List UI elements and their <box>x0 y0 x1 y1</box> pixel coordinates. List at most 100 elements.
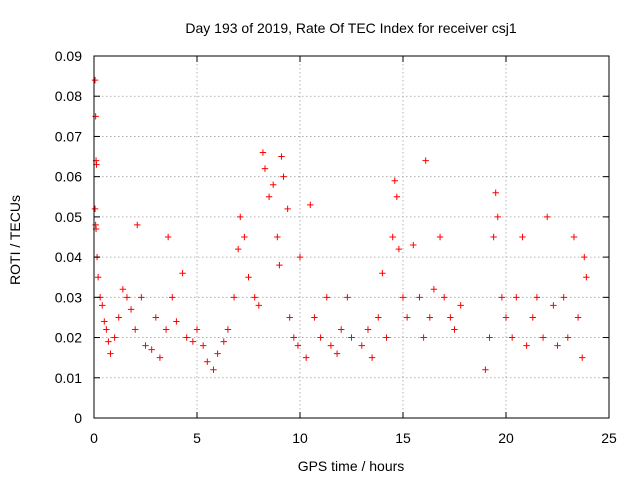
data-point <box>103 326 110 333</box>
data-point <box>430 286 438 293</box>
axis-ticks <box>93 55 610 419</box>
data-point <box>533 294 541 301</box>
data-point <box>420 334 427 341</box>
data-point <box>581 253 588 261</box>
data-points <box>91 76 590 373</box>
data-point <box>276 261 283 269</box>
data-point <box>189 338 197 345</box>
data-point <box>169 294 176 301</box>
data-point <box>323 294 330 301</box>
data-point <box>265 193 273 200</box>
data-point <box>294 342 302 349</box>
y-tick-label: 0.03 <box>55 289 82 305</box>
data-point <box>296 253 304 261</box>
y-tick-labels: 0 0.01 0.02 0.03 0.04 0.05 0.06 0.07 0.08 0.09 <box>55 48 82 426</box>
data-point <box>210 366 217 373</box>
data-point <box>348 334 355 341</box>
data-point <box>179 270 186 277</box>
data-point <box>502 314 510 321</box>
y-tick-label: 0.02 <box>55 330 82 346</box>
data-point <box>379 270 386 277</box>
data-point <box>127 306 135 313</box>
data-point <box>403 314 411 321</box>
data-point <box>410 241 417 249</box>
data-point <box>441 294 448 301</box>
data-point <box>111 334 118 341</box>
data-point <box>119 286 127 293</box>
data-point <box>327 342 335 349</box>
data-point <box>156 354 164 361</box>
data-point <box>426 314 433 321</box>
data-point <box>123 294 131 301</box>
data-point <box>364 326 372 333</box>
data-point <box>523 342 530 349</box>
data-point <box>482 366 489 373</box>
x-tick-labels: 0 5 10 15 20 25 <box>90 430 617 446</box>
data-point <box>152 314 159 321</box>
data-point <box>307 201 314 209</box>
data-point <box>338 326 345 333</box>
x-tick-label: 0 <box>90 430 98 446</box>
data-point <box>105 338 112 345</box>
data-point <box>237 213 244 221</box>
data-point <box>570 233 578 241</box>
data-point <box>498 294 506 301</box>
x-axis-label: GPS time / hours <box>298 458 405 474</box>
data-point <box>311 314 318 321</box>
data-point <box>492 189 499 196</box>
data-point <box>344 294 351 301</box>
data-point <box>91 76 99 84</box>
data-point <box>259 149 267 156</box>
data-point <box>241 233 248 241</box>
data-point <box>132 326 139 333</box>
data-point <box>583 274 590 281</box>
data-point <box>261 165 269 172</box>
data-point <box>513 294 520 301</box>
y-tick-label: 0.04 <box>55 249 82 265</box>
data-point <box>333 350 341 357</box>
data-point <box>554 342 561 349</box>
data-point <box>183 334 190 341</box>
data-point <box>230 294 238 301</box>
data-point <box>193 326 201 333</box>
data-point <box>550 302 557 309</box>
y-tick-label: 0.06 <box>55 169 82 185</box>
x-tick-label: 15 <box>395 430 411 446</box>
data-point <box>173 318 180 325</box>
data-point <box>107 350 114 357</box>
data-point <box>529 314 536 321</box>
data-point <box>284 205 291 213</box>
x-tick-label: 10 <box>292 430 308 446</box>
data-point <box>278 153 285 160</box>
data-point <box>375 314 382 321</box>
data-point <box>235 245 242 253</box>
y-tick-label: 0.08 <box>55 88 82 104</box>
data-point <box>286 314 293 321</box>
data-point <box>574 314 582 321</box>
data-point <box>255 302 262 309</box>
data-point <box>451 326 458 333</box>
data-point <box>270 181 277 188</box>
data-point <box>302 354 310 361</box>
data-point <box>92 113 99 120</box>
data-point <box>436 233 444 241</box>
data-point <box>389 233 396 241</box>
data-point <box>393 193 401 200</box>
data-point <box>399 294 407 301</box>
data-point <box>224 326 232 333</box>
data-point <box>199 342 207 349</box>
y-tick-label: 0.09 <box>55 48 82 64</box>
data-point <box>94 274 102 281</box>
data-point <box>508 334 516 341</box>
data-point <box>274 233 281 241</box>
y-tick-label: 0.01 <box>55 370 82 386</box>
data-point <box>564 334 571 341</box>
data-point <box>91 205 99 213</box>
data-point <box>245 274 252 281</box>
data-point <box>148 346 155 353</box>
x-tick-label: 25 <box>601 430 617 446</box>
chart-title: Day 193 of 2019, Rate Of TEC Index for r… <box>185 20 516 36</box>
data-point <box>519 233 526 241</box>
data-point <box>99 302 106 309</box>
